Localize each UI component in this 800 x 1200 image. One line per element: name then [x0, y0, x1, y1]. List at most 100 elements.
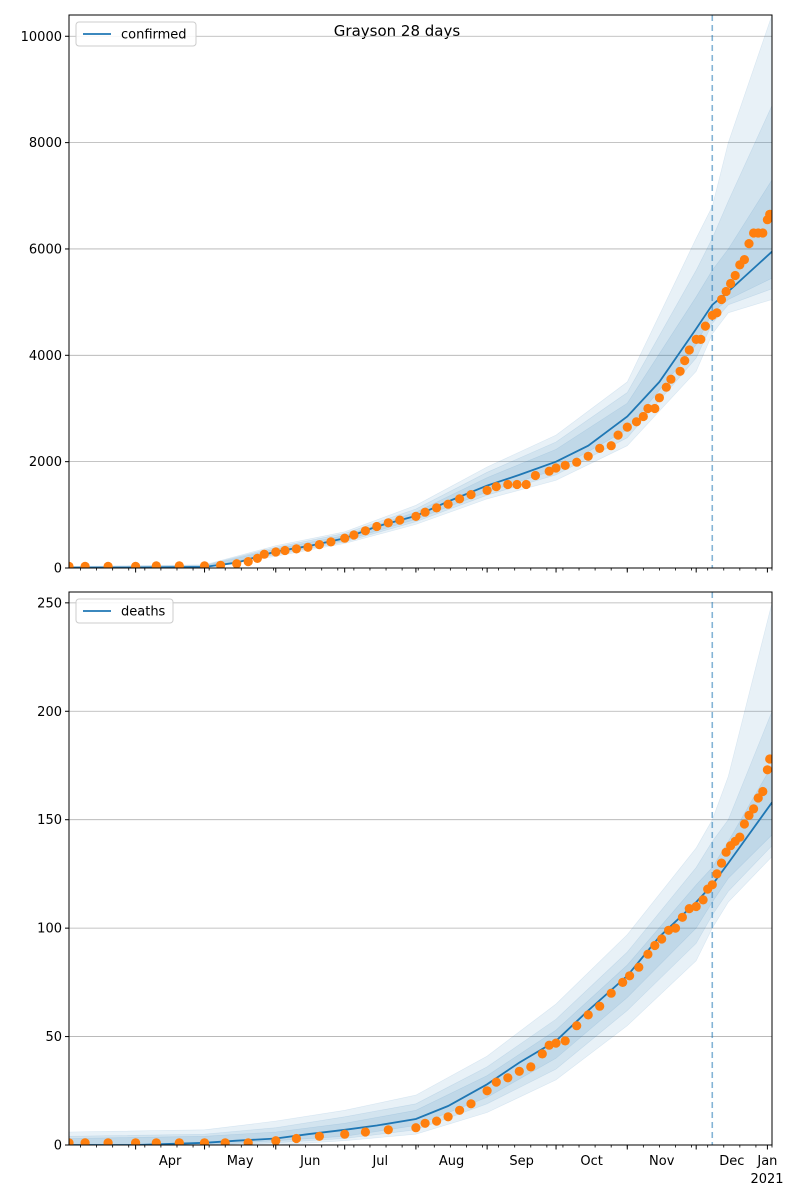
data-point — [395, 515, 405, 525]
legend-box — [75, 21, 197, 47]
data-point — [744, 810, 754, 821]
data-point — [503, 479, 513, 490]
y-tick-label: 200 — [37, 705, 62, 720]
x-tick-label: Dec — [719, 1154, 744, 1169]
axes-frame — [68, 591, 773, 1146]
data-point — [151, 561, 161, 568]
data-point — [443, 499, 453, 509]
data-point — [572, 1021, 582, 1031]
data-point — [684, 904, 694, 914]
legend-deaths: deaths — [75, 598, 174, 624]
data-point — [432, 503, 442, 513]
data-point — [749, 804, 759, 814]
legend-label: deaths — [121, 605, 166, 620]
data-point — [69, 561, 74, 568]
data-point — [131, 1138, 141, 1145]
data-point — [526, 1062, 536, 1072]
data-point — [664, 925, 674, 935]
data-point — [271, 1136, 281, 1145]
data-point — [765, 209, 772, 219]
data-point — [765, 754, 772, 764]
data-point — [712, 869, 722, 879]
data-point — [530, 470, 541, 481]
data-point — [372, 521, 382, 532]
data-point — [383, 1125, 393, 1135]
data-point — [491, 482, 501, 492]
plot-area — [69, 15, 772, 568]
data-point — [739, 819, 750, 829]
data-point — [291, 544, 301, 554]
confirmed-panel: 0 2000 4000 6000 8000 10000 confirmed — [21, 14, 773, 577]
legend-confirmed: confirmed — [75, 21, 197, 47]
data-point — [735, 832, 745, 842]
data-point — [758, 228, 768, 238]
data-point — [560, 460, 570, 470]
data-point — [657, 934, 667, 944]
legend-box — [75, 598, 174, 624]
x-tick-label: Jun — [299, 1154, 320, 1169]
data-point — [739, 255, 750, 265]
data-point — [280, 545, 290, 556]
confidence-band-1 — [69, 602, 772, 1145]
data-point — [631, 417, 642, 427]
data-point — [80, 561, 90, 568]
y-tick-label: 6000 — [29, 242, 62, 257]
data-point — [271, 547, 281, 557]
data-point — [618, 977, 628, 988]
data-point — [670, 923, 681, 933]
data-point — [432, 1116, 442, 1126]
data-point — [560, 1036, 570, 1046]
data-point — [455, 1105, 465, 1115]
data-point — [252, 553, 262, 564]
data-point — [291, 1133, 301, 1144]
y-tick-label: 250 — [37, 596, 62, 611]
data-point — [643, 403, 653, 414]
data-point — [326, 537, 336, 547]
data-point — [216, 560, 226, 568]
y-tick-label: 100 — [37, 922, 62, 937]
data-point — [340, 1129, 350, 1139]
data-point — [572, 457, 582, 467]
data-point — [696, 334, 706, 344]
deaths-panel: 0 50 100 150 200 250 Apr May Jun Jul Aug Sep Oct Nov D… — [37, 591, 777, 1169]
data-point — [625, 971, 635, 981]
axes-frame — [68, 14, 773, 569]
data-point — [491, 1077, 501, 1087]
data-point — [712, 308, 722, 318]
data-point — [698, 895, 708, 905]
x-tick-label: Aug — [439, 1154, 464, 1169]
data-point — [666, 374, 676, 384]
data-point — [744, 239, 754, 249]
data-point — [677, 912, 688, 922]
data-point — [675, 366, 685, 376]
data-point — [420, 507, 430, 517]
data-point — [151, 1138, 161, 1145]
data-point — [595, 443, 605, 453]
data-point — [411, 1123, 421, 1133]
data-point — [551, 1038, 561, 1048]
data-point — [613, 430, 623, 440]
data-point — [650, 940, 660, 951]
data-point — [303, 542, 313, 552]
data-point — [259, 549, 269, 559]
data-point — [243, 1138, 253, 1145]
data-point — [360, 526, 370, 536]
data-point — [721, 286, 731, 297]
figure-title: Grayson 28 days — [334, 22, 461, 40]
data-point — [411, 511, 421, 521]
data-point — [583, 451, 593, 461]
data-point — [606, 988, 616, 998]
data-point — [661, 382, 671, 392]
data-point — [730, 270, 740, 281]
data-point — [726, 278, 736, 289]
x-tick-label: Jan — [756, 1154, 777, 1169]
legend-label: confirmed — [121, 28, 187, 43]
data-point — [753, 793, 763, 803]
data-point — [721, 847, 731, 857]
year-label: 2021 — [750, 1172, 783, 1187]
data-point — [482, 1086, 492, 1096]
data-point — [638, 411, 648, 422]
data-point — [131, 561, 141, 568]
data-point — [314, 540, 324, 550]
data-point — [654, 393, 665, 403]
